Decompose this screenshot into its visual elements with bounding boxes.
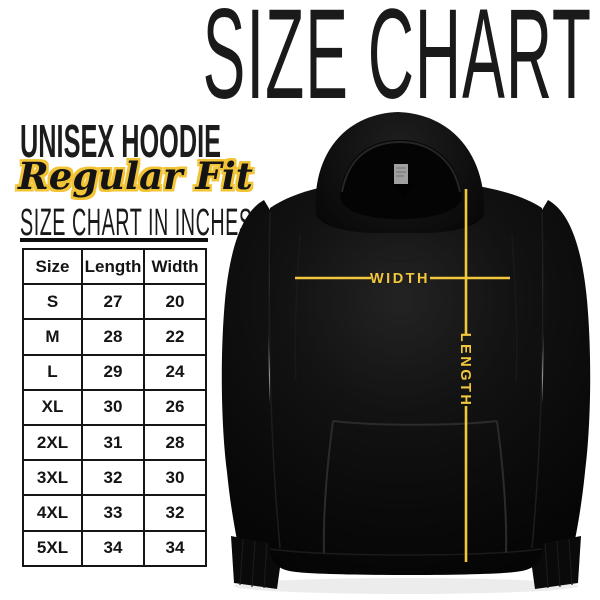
size-table: Size Length Width S 27 20 M 28 22 L 29 2… — [22, 247, 207, 567]
width-cell: 22 — [143, 318, 207, 356]
length-cell: 30 — [81, 388, 145, 426]
pocket-seams — [322, 420, 508, 554]
width-cell: 26 — [143, 388, 207, 426]
cuff-rib-lines — [239, 538, 573, 589]
length-cell: 31 — [81, 423, 145, 462]
width-cell: 30 — [143, 459, 207, 497]
table-row: 5XL 34 34 — [22, 529, 207, 567]
product-name: UNISEX HOODIE — [20, 115, 222, 167]
hoodie-body — [269, 180, 543, 575]
length-cell: 34 — [81, 529, 145, 567]
table-heading-underline — [20, 238, 208, 242]
sleeve-seams — [268, 211, 544, 549]
length-label: LENGTH — [457, 333, 473, 408]
hem-seam — [269, 548, 543, 556]
table-heading: SIZE CHART IN INCHES — [20, 202, 253, 244]
page-title-wrap: SIZE CHART — [8, 0, 600, 121]
fit-label: Regular Fit — [18, 154, 253, 198]
table-header-row: Size Length Width — [22, 247, 207, 286]
measurement-lines — [295, 189, 510, 562]
hoodie-figure: WIDTH LENGTH — [221, 112, 591, 594]
hoodie-left-sleeve — [221, 200, 280, 550]
width-cell: 32 — [143, 494, 207, 532]
neck-notch — [393, 184, 415, 200]
size-cell: XL — [22, 388, 83, 426]
size-cell: 3XL — [22, 459, 83, 497]
size-cell: 5XL — [22, 529, 83, 567]
size-cell: M — [22, 318, 83, 356]
width-label: WIDTH — [370, 271, 430, 287]
size-cell: 2XL — [22, 423, 83, 462]
length-cell: 29 — [81, 353, 145, 391]
table-row: 3XL 32 30 — [22, 459, 207, 497]
size-cell: L — [22, 353, 83, 391]
neck-tag-print — [396, 167, 406, 177]
length-cell: 27 — [81, 283, 145, 321]
table-row: S 27 20 — [22, 283, 207, 321]
table-row: XL 30 26 — [22, 388, 207, 426]
width-cell: 24 — [143, 353, 207, 391]
header-size: Size — [22, 247, 83, 286]
page-title: SIZE CHART — [202, 0, 592, 126]
hood-rim-highlight — [341, 140, 461, 193]
header-length: Length — [81, 247, 145, 286]
width-cell: 20 — [143, 283, 207, 321]
table-row: 2XL 31 28 — [22, 423, 207, 462]
length-cell: 33 — [81, 494, 145, 532]
header-width: Width — [143, 247, 207, 286]
size-cell: 4XL — [22, 494, 83, 532]
table-row: 4XL 33 32 — [22, 494, 207, 532]
table-row: L 29 24 — [22, 353, 207, 391]
size-cell: S — [22, 283, 83, 321]
fabric-folds — [294, 234, 518, 381]
width-cell: 34 — [143, 529, 207, 567]
neck-tag — [394, 164, 408, 184]
hoodie-right-sleeve — [532, 200, 591, 550]
length-cell: 28 — [81, 318, 145, 356]
table-row: M 28 22 — [22, 318, 207, 356]
length-cell: 32 — [81, 459, 145, 497]
width-cell: 28 — [143, 423, 207, 462]
ground-shadow — [234, 578, 578, 594]
